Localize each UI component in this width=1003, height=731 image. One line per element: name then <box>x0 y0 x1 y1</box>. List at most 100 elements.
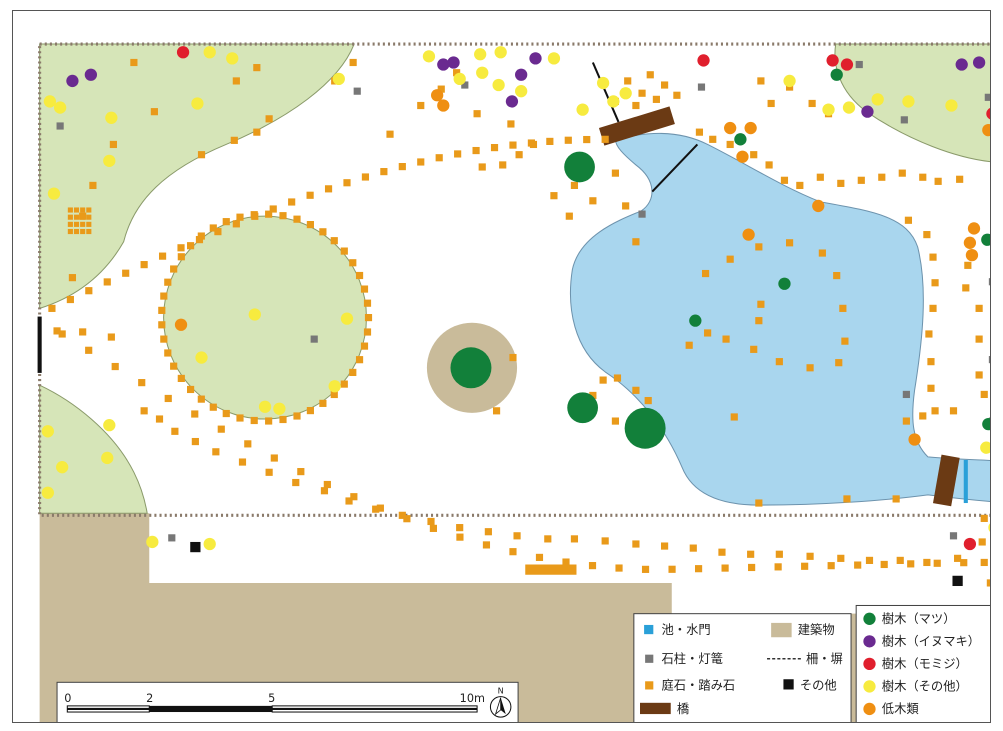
stepping-stone <box>564 136 572 144</box>
stepping-stone <box>429 524 437 532</box>
garden-stone <box>570 535 579 543</box>
garden-stone <box>456 524 464 532</box>
tree-other <box>41 486 54 499</box>
garden-stone <box>89 181 97 190</box>
garden-stone <box>638 89 646 97</box>
stepping-stone <box>376 504 384 512</box>
stepping-stone <box>417 158 425 166</box>
tree-pine <box>689 314 702 327</box>
entrance-west <box>37 316 42 373</box>
tree-other <box>945 99 958 112</box>
garden-stone <box>622 202 630 210</box>
garden-stone <box>949 407 958 415</box>
garden-stone <box>130 58 138 67</box>
stone-cluster <box>80 228 86 235</box>
garden-stone <box>796 181 804 190</box>
garden-stone <box>927 358 935 366</box>
garden-stone <box>750 151 758 159</box>
legend: 池・水門 石柱・灯篭 庭石・踏み石 橋 建築物 柵・塀 その他 樹木（マツ） 樹… <box>633 604 990 722</box>
garden-stone <box>364 314 373 322</box>
stepping-stone <box>164 394 172 403</box>
stone-cluster <box>73 207 80 213</box>
garden-stone <box>53 327 61 335</box>
garden-stone <box>386 130 394 138</box>
legend-swatch-other-tree <box>863 680 876 693</box>
tree-other <box>422 50 436 63</box>
stone-lantern <box>900 116 908 124</box>
stepping-stone <box>454 150 462 158</box>
stone-cluster <box>86 221 92 227</box>
stepping-stone <box>58 330 66 338</box>
garden-stone <box>320 487 329 495</box>
legend-swatch-lantern <box>645 654 654 663</box>
stepping-stone <box>217 425 225 433</box>
pond <box>569 132 990 506</box>
garden-stone <box>349 58 357 67</box>
stepping-stone <box>546 137 554 145</box>
legend-box-right <box>855 604 990 722</box>
stepping-stone <box>111 362 119 371</box>
garden-stone <box>695 128 704 136</box>
garden-stone <box>644 396 652 405</box>
tree-other <box>783 74 796 88</box>
tree-inumaki <box>447 56 460 69</box>
tree-other <box>476 66 489 79</box>
stone-cluster <box>73 228 80 235</box>
legend-label-lantern: 石柱・灯篭 <box>662 651 723 666</box>
tree-pine <box>567 392 598 424</box>
stepping-stone <box>297 468 305 476</box>
stone-lantern <box>855 60 863 69</box>
tree-other <box>53 101 67 114</box>
tree-inumaki <box>955 58 968 71</box>
garden-stone <box>473 110 481 118</box>
garden-stone <box>923 558 931 567</box>
stone-cluster <box>80 207 86 213</box>
garden-stone <box>767 99 775 108</box>
shrub <box>812 199 825 213</box>
tree-other <box>258 400 272 413</box>
garden-stone <box>747 550 755 558</box>
garden-stone <box>340 247 348 255</box>
garden-stone <box>978 538 986 546</box>
tree-other <box>43 95 57 108</box>
garden-stone <box>515 151 523 159</box>
garden-stone <box>929 304 937 312</box>
shrub <box>736 150 749 163</box>
garden-stone <box>140 407 148 415</box>
garden-stone <box>898 169 906 177</box>
garden-stone <box>164 278 172 286</box>
stepping-stone <box>66 295 74 304</box>
garden-stone <box>956 175 964 183</box>
garden-stone <box>931 407 939 415</box>
tree-maple <box>697 54 710 67</box>
garden-stone <box>755 243 763 251</box>
tree-other <box>203 46 216 59</box>
tree-other <box>273 402 286 415</box>
garden-stone <box>265 468 273 476</box>
tree-other <box>871 93 884 106</box>
stepping-stone <box>85 346 93 354</box>
stepping-stone <box>324 185 333 193</box>
tree-inumaki <box>529 52 542 65</box>
garden-stone <box>253 64 261 72</box>
garden-stone <box>589 197 597 205</box>
scale-tick-10m: 10m <box>460 692 485 705</box>
garden-stone <box>236 414 244 422</box>
garden-stone <box>599 376 607 384</box>
stepping-stone <box>251 212 259 220</box>
garden-stone <box>964 261 972 269</box>
garden-stone <box>919 412 927 420</box>
legend-label-building: 建築物 <box>798 622 835 637</box>
stepping-stone <box>472 146 480 155</box>
tree-other <box>56 461 69 474</box>
tree-other <box>607 95 620 108</box>
garden-stone <box>279 415 287 424</box>
scale-tick-5: 5 <box>268 692 275 705</box>
garden-stone <box>187 385 195 394</box>
stone-cluster <box>73 221 80 227</box>
garden-stone <box>292 478 300 487</box>
stone-cluster <box>86 228 92 235</box>
garden-stone <box>757 77 765 85</box>
garden-stone <box>726 255 734 263</box>
scale-bar: 0 2 5 10m N <box>56 681 519 722</box>
